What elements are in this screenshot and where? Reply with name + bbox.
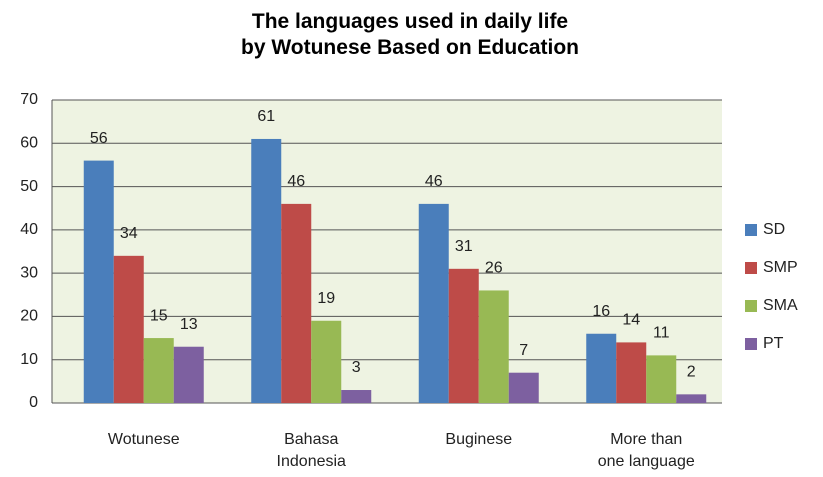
- bar: [508, 372, 539, 403]
- bar: [586, 333, 617, 403]
- bar: [646, 355, 677, 403]
- value-label: 56: [90, 130, 108, 147]
- legend-swatch: [745, 300, 757, 312]
- value-label: 2: [687, 364, 696, 381]
- y-tick-label: 70: [20, 91, 38, 108]
- value-label: 13: [180, 316, 198, 333]
- bar: [448, 268, 479, 403]
- y-tick-label: 40: [20, 221, 38, 238]
- chart-title: The languages used in daily life by Wotun…: [241, 10, 579, 59]
- y-tick-label: 10: [20, 351, 38, 368]
- legend-label: SMP: [763, 259, 798, 276]
- value-label: 19: [317, 290, 335, 307]
- bar: [418, 203, 449, 403]
- x-tick-label: Wotunese: [108, 431, 180, 448]
- x-tick-label: Buginese: [445, 431, 512, 448]
- bar: [251, 138, 282, 403]
- bar: [676, 394, 707, 403]
- legend-swatch: [745, 224, 757, 236]
- y-tick-label: 20: [20, 308, 38, 325]
- value-label: 46: [287, 173, 305, 190]
- bar: [311, 320, 342, 403]
- value-label: 7: [519, 342, 528, 359]
- legend-label: PT: [763, 335, 784, 352]
- value-label: 16: [592, 303, 610, 320]
- y-tick-label: 50: [20, 178, 38, 195]
- value-label: 34: [120, 225, 138, 242]
- legend-swatch: [745, 262, 757, 274]
- value-label: 15: [150, 307, 168, 324]
- value-label: 61: [257, 108, 275, 125]
- value-label: 31: [455, 238, 473, 255]
- legend-swatch: [745, 338, 757, 350]
- value-label: 46: [425, 173, 443, 190]
- value-label: 14: [622, 312, 640, 329]
- bar: [143, 338, 174, 403]
- legend-label: SMA: [763, 297, 798, 314]
- y-tick-label: 30: [20, 264, 38, 281]
- value-label: 3: [352, 359, 361, 376]
- bar: [113, 255, 144, 403]
- legend-label: SD: [763, 221, 785, 238]
- value-label: 26: [485, 260, 503, 277]
- y-tick-label: 0: [29, 394, 38, 411]
- y-tick-label: 60: [20, 135, 38, 152]
- x-tick-label: More than one language: [598, 431, 695, 470]
- bar: [341, 390, 372, 403]
- bar: [616, 342, 647, 403]
- value-label: 11: [653, 325, 670, 342]
- x-tick-label: Bahasa Indonesia: [277, 431, 346, 470]
- bar: [83, 160, 114, 403]
- bar: [173, 346, 204, 403]
- bar: [478, 290, 509, 403]
- bar: [281, 203, 312, 403]
